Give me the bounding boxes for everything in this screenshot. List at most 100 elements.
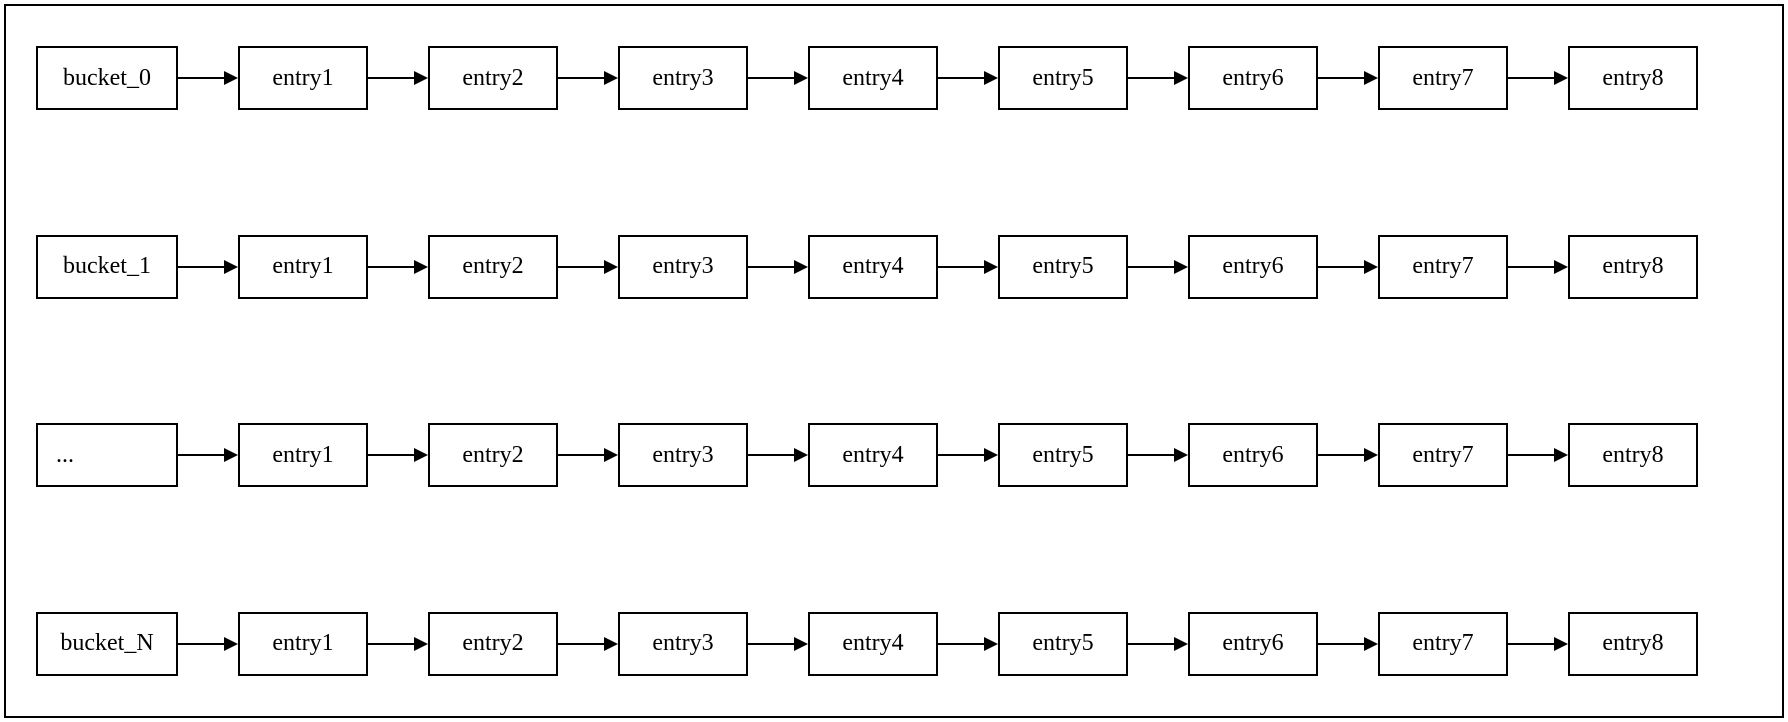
bucket-label: ... — [56, 442, 74, 469]
entry-label: entry5 — [1032, 65, 1093, 92]
entry-label: entry3 — [652, 253, 713, 280]
entry-node: entry3 — [618, 423, 748, 487]
arrow-icon — [368, 643, 428, 645]
entry-node: entry8 — [1568, 46, 1698, 110]
entry-node: entry7 — [1378, 423, 1508, 487]
entry-label: entry8 — [1602, 442, 1663, 469]
diagram-container: bucket_0 entry1 entry2 entry3 entry4 ent… — [4, 4, 1784, 718]
arrow-icon — [178, 77, 238, 79]
arrow-icon — [558, 77, 618, 79]
entry-label: entry2 — [462, 253, 523, 280]
arrow-icon — [748, 454, 808, 456]
entry-label: entry4 — [842, 253, 903, 280]
entry-label: entry3 — [652, 630, 713, 657]
entry-label: entry5 — [1032, 253, 1093, 280]
entry-label: entry3 — [652, 65, 713, 92]
entry-node: entry7 — [1378, 46, 1508, 110]
arrow-icon — [1128, 454, 1188, 456]
entry-label: entry1 — [272, 253, 333, 280]
entry-label: entry7 — [1412, 253, 1473, 280]
arrow-icon — [1508, 77, 1568, 79]
arrow-icon — [748, 266, 808, 268]
entry-node: entry4 — [808, 423, 938, 487]
arrow-icon — [938, 266, 998, 268]
bucket-row: ... entry1 entry2 entry3 entry4 entry5 e… — [36, 423, 1752, 487]
entry-node: entry1 — [238, 612, 368, 676]
entry-node: entry1 — [238, 46, 368, 110]
entry-label: entry6 — [1222, 442, 1283, 469]
arrow-icon — [1128, 266, 1188, 268]
entry-label: entry1 — [272, 630, 333, 657]
entry-node: entry4 — [808, 46, 938, 110]
entry-node: entry3 — [618, 612, 748, 676]
bucket-node-ellipsis: ... — [36, 423, 178, 487]
arrow-icon — [1128, 643, 1188, 645]
entry-label: entry2 — [462, 442, 523, 469]
entry-label: entry2 — [462, 630, 523, 657]
arrow-icon — [1318, 77, 1378, 79]
entry-node: entry5 — [998, 423, 1128, 487]
arrow-icon — [938, 77, 998, 79]
entry-node: entry4 — [808, 612, 938, 676]
arrow-icon — [1128, 77, 1188, 79]
entry-label: entry3 — [652, 442, 713, 469]
arrow-icon — [1318, 643, 1378, 645]
entry-node: entry2 — [428, 612, 558, 676]
entry-node: entry6 — [1188, 46, 1318, 110]
bucket-label: bucket_0 — [63, 65, 151, 92]
bucket-node: bucket_1 — [36, 235, 178, 299]
entry-node: entry6 — [1188, 612, 1318, 676]
entry-node: entry4 — [808, 235, 938, 299]
entry-node: entry8 — [1568, 612, 1698, 676]
entry-node: entry5 — [998, 235, 1128, 299]
entry-label: entry2 — [462, 65, 523, 92]
entry-node: entry3 — [618, 235, 748, 299]
entry-node: entry7 — [1378, 612, 1508, 676]
arrow-icon — [1508, 643, 1568, 645]
entry-label: entry1 — [272, 442, 333, 469]
entry-label: entry8 — [1602, 65, 1663, 92]
arrow-icon — [558, 454, 618, 456]
arrow-icon — [558, 643, 618, 645]
entry-label: entry6 — [1222, 65, 1283, 92]
arrow-icon — [938, 643, 998, 645]
arrow-icon — [368, 266, 428, 268]
entry-node: entry5 — [998, 46, 1128, 110]
entry-node: entry1 — [238, 423, 368, 487]
arrow-icon — [938, 454, 998, 456]
bucket-label: bucket_N — [60, 630, 153, 657]
arrow-icon — [368, 77, 428, 79]
arrow-icon — [748, 643, 808, 645]
arrow-icon — [558, 266, 618, 268]
bucket-row: bucket_0 entry1 entry2 entry3 entry4 ent… — [36, 46, 1752, 110]
arrow-icon — [1508, 454, 1568, 456]
entry-node: entry6 — [1188, 423, 1318, 487]
arrow-icon — [178, 643, 238, 645]
entry-node: entry2 — [428, 46, 558, 110]
entry-label: entry5 — [1032, 630, 1093, 657]
bucket-label: bucket_1 — [63, 253, 151, 280]
entry-node: entry3 — [618, 46, 748, 110]
arrow-icon — [178, 454, 238, 456]
entry-node: entry6 — [1188, 235, 1318, 299]
bucket-row: bucket_1 entry1 entry2 entry3 entry4 ent… — [36, 235, 1752, 299]
entry-label: entry8 — [1602, 630, 1663, 657]
entry-node: entry2 — [428, 423, 558, 487]
entry-node: entry2 — [428, 235, 558, 299]
bucket-node: bucket_0 — [36, 46, 178, 110]
arrow-icon — [178, 266, 238, 268]
entry-label: entry7 — [1412, 630, 1473, 657]
entry-label: entry8 — [1602, 253, 1663, 280]
arrow-icon — [1508, 266, 1568, 268]
arrow-icon — [368, 454, 428, 456]
bucket-row: bucket_N entry1 entry2 entry3 entry4 ent… — [36, 612, 1752, 676]
entry-label: entry7 — [1412, 442, 1473, 469]
entry-label: entry6 — [1222, 630, 1283, 657]
arrow-icon — [1318, 266, 1378, 268]
arrow-icon — [1318, 454, 1378, 456]
entry-label: entry5 — [1032, 442, 1093, 469]
entry-node: entry8 — [1568, 235, 1698, 299]
entry-node: entry7 — [1378, 235, 1508, 299]
entry-label: entry4 — [842, 630, 903, 657]
entry-label: entry1 — [272, 65, 333, 92]
